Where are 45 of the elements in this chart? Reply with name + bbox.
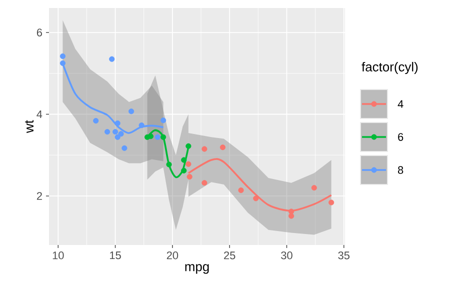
point — [160, 134, 166, 140]
point — [60, 60, 66, 66]
point — [104, 129, 110, 135]
point — [114, 134, 120, 140]
point — [166, 162, 172, 168]
point — [112, 129, 118, 135]
point — [122, 145, 128, 151]
x-axis-title: mpg — [185, 264, 209, 274]
x-tick-label: 15 — [110, 252, 121, 260]
point — [138, 122, 144, 128]
legend-title: factor(cyl) — [362, 62, 418, 74]
point — [186, 174, 192, 180]
legend-label: 8 — [398, 166, 404, 174]
point — [128, 108, 134, 114]
legend-label: 6 — [398, 133, 404, 141]
point — [181, 168, 187, 174]
x-tick-label: 10 — [52, 252, 64, 260]
point — [160, 118, 166, 124]
point — [154, 134, 160, 140]
y-axis-title: wt — [25, 120, 34, 133]
legend-label: 4 — [398, 100, 404, 108]
point — [186, 143, 192, 149]
point — [181, 157, 187, 163]
point — [93, 118, 99, 124]
point — [202, 180, 208, 186]
y-tick-label: 6 — [36, 28, 42, 36]
point — [114, 120, 120, 126]
x-tick-label: 20 — [166, 252, 178, 260]
x-tick-label: 25 — [224, 252, 236, 260]
point — [311, 184, 317, 191]
point — [60, 53, 66, 60]
point — [118, 131, 124, 137]
point — [288, 208, 294, 214]
point — [220, 144, 226, 150]
point — [253, 196, 259, 202]
y-tick-label: 2 — [36, 192, 42, 200]
point — [202, 146, 208, 152]
x-tick-label: 35 — [338, 252, 350, 260]
point — [288, 213, 294, 219]
x-tick-label: 30 — [281, 252, 292, 260]
point — [328, 200, 334, 206]
point — [109, 56, 115, 62]
point — [186, 161, 192, 167]
y-tick-label: 4 — [36, 110, 42, 118]
point — [238, 187, 244, 194]
